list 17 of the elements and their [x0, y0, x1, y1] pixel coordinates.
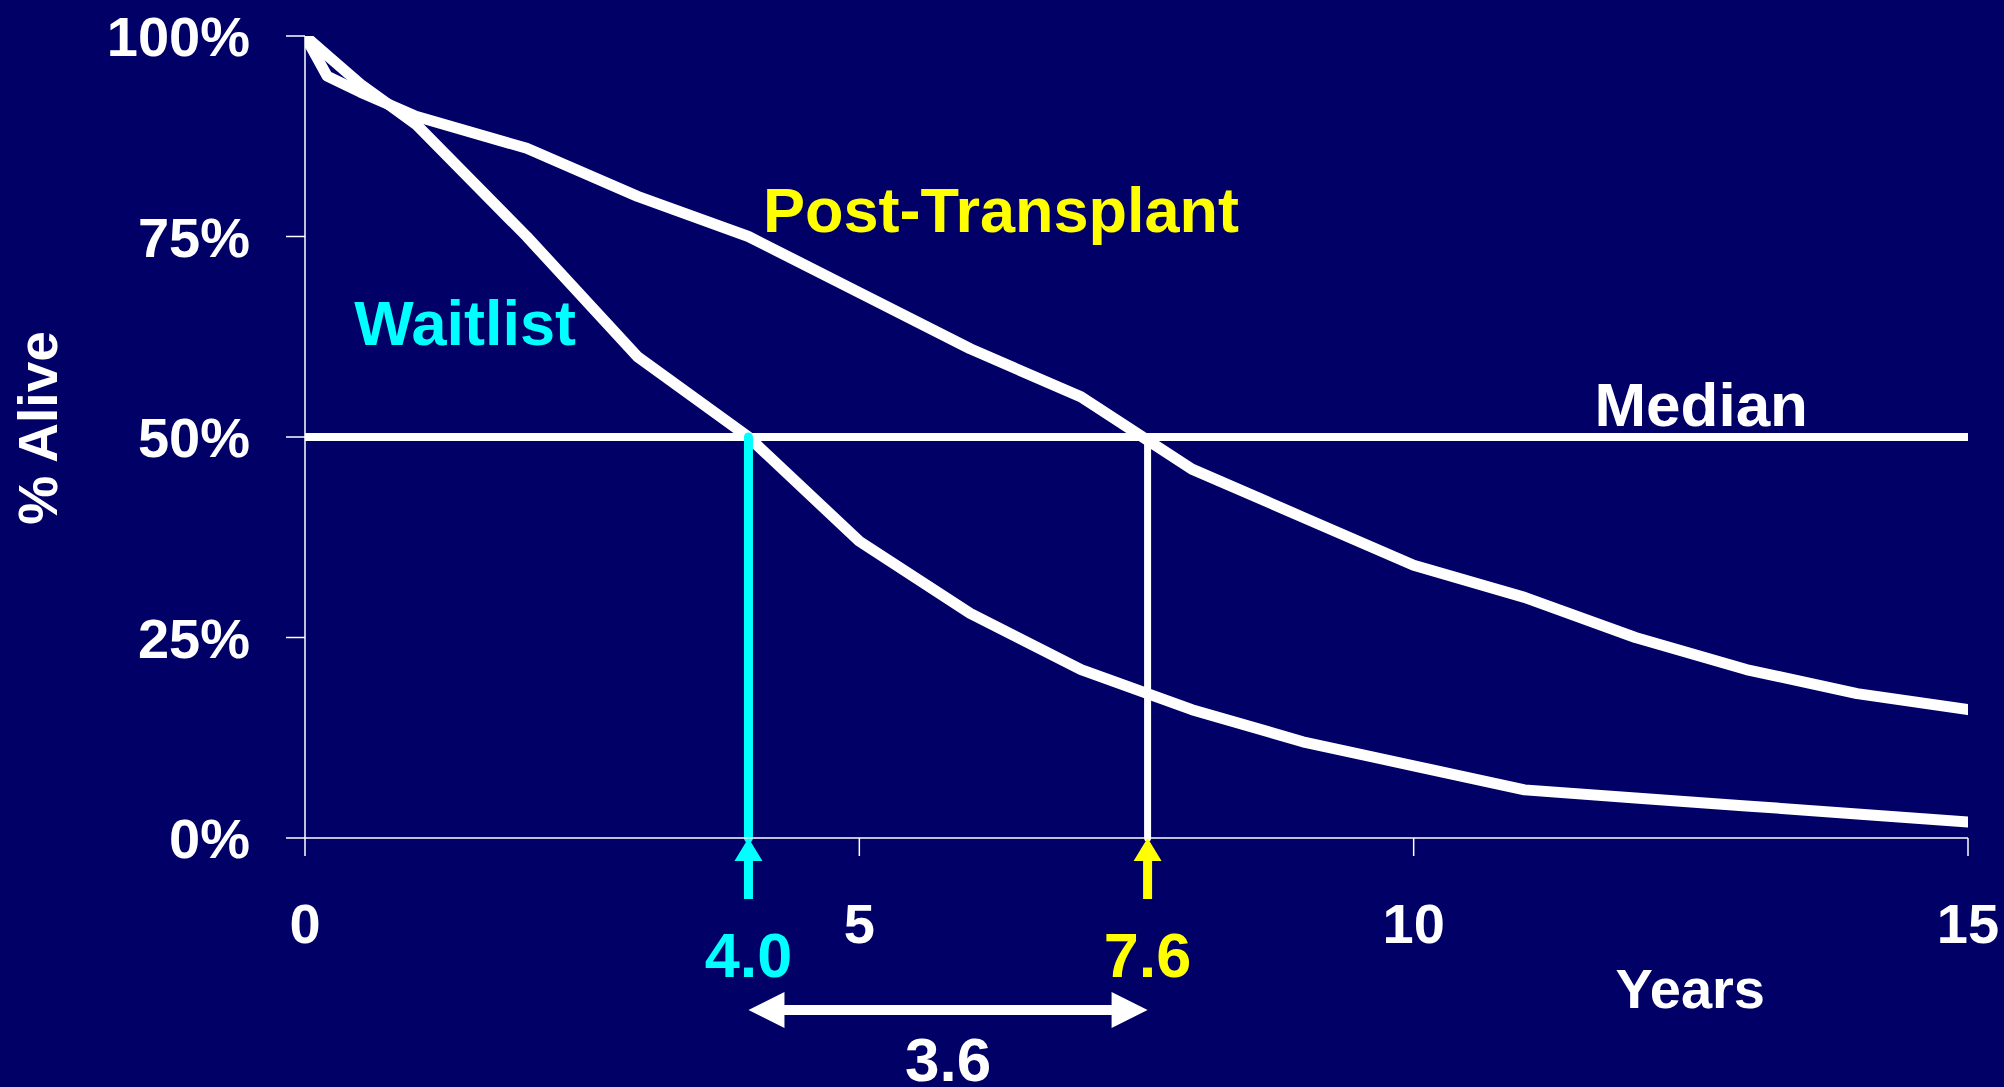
text: 3.6: [904, 1025, 992, 1087]
x-tick-label: 15: [1936, 891, 2000, 955]
y-tick-label: 0%: [169, 806, 250, 870]
y-tick-label: 25%: [137, 606, 250, 669]
y-axis-title: % Alive: [7, 331, 69, 525]
y-tick-label: 50%: [137, 405, 250, 469]
x-tick-label: 10: [1382, 891, 1445, 955]
ref-line-label: Median: [1594, 370, 1808, 439]
x-axis-title: Years: [1615, 957, 1766, 1020]
y-tick-label: 100%: [106, 4, 250, 68]
ref-line-label: 4.0: [704, 920, 793, 990]
y-tick-label: 75%: [137, 205, 250, 268]
x-tick-label: 5: [843, 891, 875, 955]
ref-line-label: 7.6: [1103, 920, 1192, 990]
series-label: Post-Transplant: [763, 175, 1240, 245]
x-tick-label: 0: [289, 891, 321, 955]
legend-label: Waitlist: [354, 288, 577, 358]
